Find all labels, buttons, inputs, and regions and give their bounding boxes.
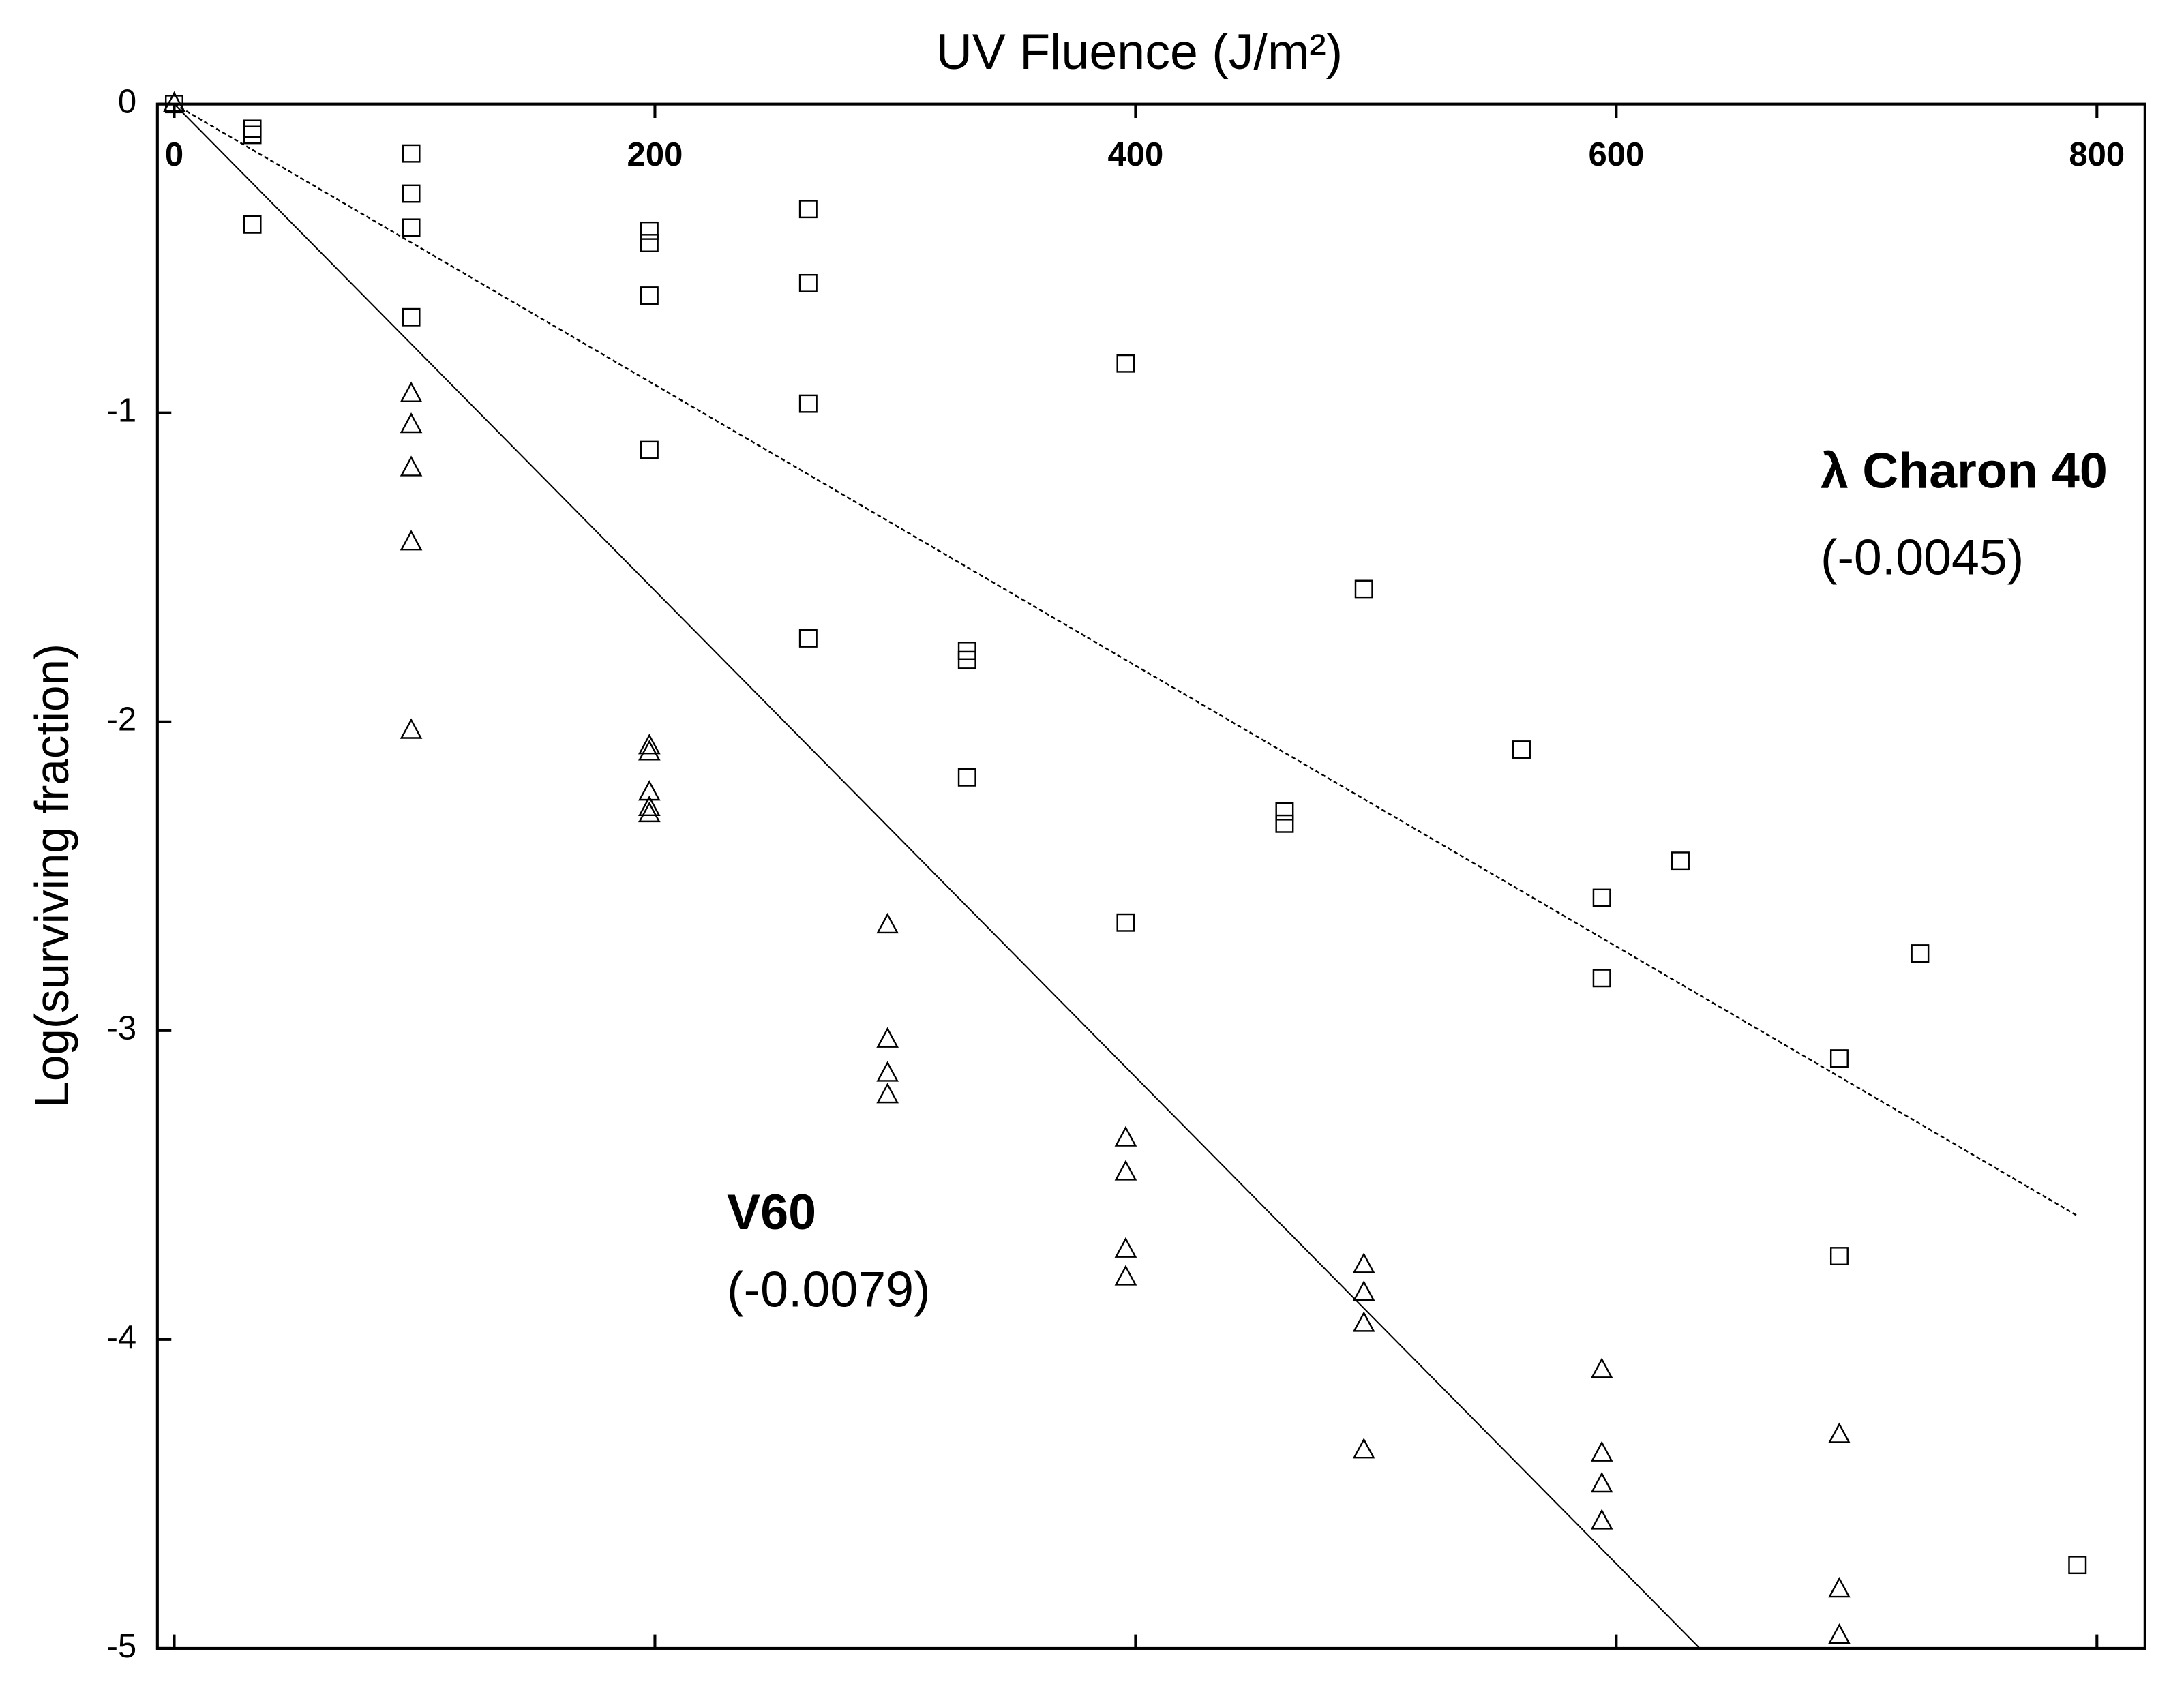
y-tick-label: -5 xyxy=(107,1628,137,1665)
square-marker xyxy=(798,200,818,219)
square-marker xyxy=(1592,888,1611,907)
triangle-marker xyxy=(1352,1311,1375,1332)
triangle-marker xyxy=(163,91,185,112)
triangle-marker xyxy=(638,740,661,761)
fit-line xyxy=(173,103,2078,1217)
square-marker xyxy=(402,307,421,327)
square-marker xyxy=(1592,969,1611,988)
square-marker xyxy=(640,221,659,240)
square-marker xyxy=(402,144,421,163)
square-marker xyxy=(402,218,421,237)
square-marker xyxy=(2068,1556,2087,1575)
square-marker xyxy=(1116,913,1135,932)
square-marker xyxy=(798,394,818,413)
triangle-marker xyxy=(400,718,423,739)
triangle-marker xyxy=(1352,1252,1375,1273)
triangle-marker xyxy=(638,780,661,801)
triangle-marker xyxy=(638,801,661,823)
x-tick-label: 400 xyxy=(1108,136,1164,173)
triangle-marker xyxy=(1590,1509,1613,1530)
triangle-marker xyxy=(1352,1438,1375,1459)
chart-title: UV Fluence (J/m²) xyxy=(936,24,1343,80)
square-marker xyxy=(1275,802,1294,821)
triangle-marker xyxy=(876,1027,899,1048)
square-marker xyxy=(1116,354,1135,373)
square-marker xyxy=(798,629,818,648)
triangle-marker xyxy=(1114,1160,1137,1181)
triangle-marker xyxy=(400,530,423,551)
square-marker xyxy=(243,215,262,234)
triangle-marker xyxy=(638,734,661,755)
triangle-marker xyxy=(1114,1237,1137,1258)
square-marker xyxy=(1671,851,1690,871)
square-marker xyxy=(165,95,183,114)
square-marker xyxy=(640,234,659,252)
square-marker xyxy=(640,286,659,305)
fit-line xyxy=(173,103,1701,1649)
y-tick-label: -3 xyxy=(107,1010,137,1047)
triangle-marker xyxy=(876,1061,899,1082)
square-marker xyxy=(1354,579,1373,599)
triangle-marker xyxy=(400,381,423,402)
triangle-marker xyxy=(1590,1357,1613,1378)
annotation: V60 xyxy=(727,1184,816,1240)
triangle-marker xyxy=(400,455,423,477)
square-marker xyxy=(1829,1247,1849,1265)
triangle-marker xyxy=(1828,1623,1851,1644)
annotation: (-0.0079) xyxy=(727,1261,930,1317)
y-tick-label: -2 xyxy=(107,701,137,738)
x-tick-label: 600 xyxy=(1588,136,1644,173)
square-marker xyxy=(243,125,262,145)
triangle-marker xyxy=(1590,1471,1613,1493)
triangle-marker xyxy=(400,412,423,434)
square-marker xyxy=(640,440,659,459)
square-marker xyxy=(1829,1049,1849,1068)
triangle-marker xyxy=(1828,1577,1851,1598)
x-tick-label: 800 xyxy=(2069,136,2125,173)
square-marker xyxy=(402,184,421,203)
triangle-marker xyxy=(876,912,899,934)
y-tick-label: -4 xyxy=(107,1319,137,1356)
square-marker xyxy=(957,642,976,660)
triangle-marker xyxy=(638,795,661,817)
x-tick-label: 0 xyxy=(165,136,183,173)
annotation: (-0.0045) xyxy=(1821,530,2024,586)
x-tick-label: 200 xyxy=(627,136,683,173)
triangle-marker xyxy=(1114,1126,1137,1147)
square-marker xyxy=(1275,814,1294,833)
square-marker xyxy=(1911,944,1930,963)
y-tick-label: 0 xyxy=(118,84,136,121)
square-marker xyxy=(798,273,818,292)
square-marker xyxy=(957,768,976,787)
plot-frame xyxy=(155,102,2146,1650)
annotation: λ Charon 40 xyxy=(1821,443,2108,499)
triangle-marker xyxy=(1114,1265,1137,1286)
square-marker xyxy=(1512,740,1531,759)
triangle-marker xyxy=(1590,1440,1613,1462)
y-tick-label: -1 xyxy=(107,393,137,429)
square-marker xyxy=(957,650,976,669)
triangle-marker xyxy=(1352,1280,1375,1301)
triangle-marker xyxy=(876,1083,899,1104)
y-axis-label: Log(surviving fraction) xyxy=(25,644,78,1108)
triangle-marker xyxy=(1828,1422,1851,1443)
